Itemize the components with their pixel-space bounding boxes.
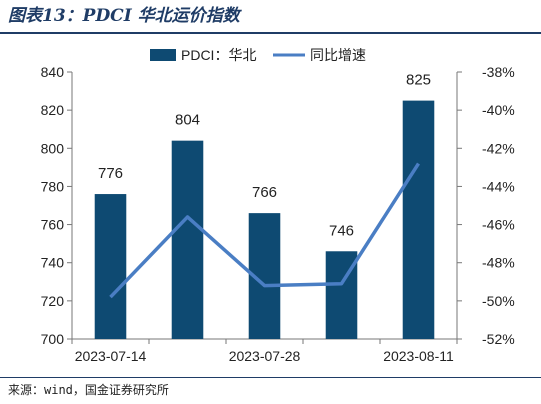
y-right-tick-label: -42% <box>482 140 515 156</box>
bar-data-label: 766 <box>252 184 277 201</box>
y-left-tick-label: 760 <box>41 217 65 233</box>
y-left-tick-label: 800 <box>41 140 65 156</box>
legend-bar-swatch <box>150 49 176 61</box>
x-tick-label: 2023-07-14 <box>75 348 147 364</box>
y-left-tick-label: 820 <box>41 102 65 118</box>
y-left-tick-label: 700 <box>41 331 65 347</box>
bar <box>171 140 204 339</box>
bar-data-label: 776 <box>98 165 123 182</box>
bar-data-label: 825 <box>406 72 431 89</box>
source-note: 来源：wind，国金证券研究所 <box>8 383 169 397</box>
y-left-tick-label: 740 <box>41 255 65 271</box>
y-right-tick-label: -48% <box>482 255 515 271</box>
y-left-tick-label: 840 <box>41 64 65 80</box>
chart-title: 图表13：PDCI 华北运价指数 <box>8 6 240 26</box>
y-right-tick-label: -44% <box>482 178 515 194</box>
x-tick-label: 2023-07-28 <box>229 348 301 364</box>
legend-line-label: 同比增速 <box>310 47 366 63</box>
y-right-tick-label: -40% <box>482 102 515 118</box>
bar <box>94 194 127 339</box>
title-divider <box>0 32 541 34</box>
bar-data-label: 746 <box>329 222 354 239</box>
y-left-tick-label: 780 <box>41 178 65 194</box>
bar <box>402 100 435 339</box>
x-tick-label: 2023-08-11 <box>383 348 454 364</box>
bar-data-label: 804 <box>175 112 200 129</box>
legend-bar-label: PDCI：华北 <box>181 47 256 63</box>
legend: PDCI：华北 同比增速 <box>150 47 366 63</box>
chart: PDCI：华北 同比增速 700 720 740 760 780 800 820 840 -52… <box>41 47 515 364</box>
y-right-tick-label: -52% <box>482 331 515 347</box>
y-right-tick-label: -50% <box>482 293 515 309</box>
y-right-tick-label: -38% <box>482 64 515 80</box>
y-left-tick-label: 720 <box>41 293 65 309</box>
y-right-tick-label: -46% <box>482 217 515 233</box>
footer-divider <box>0 377 541 378</box>
